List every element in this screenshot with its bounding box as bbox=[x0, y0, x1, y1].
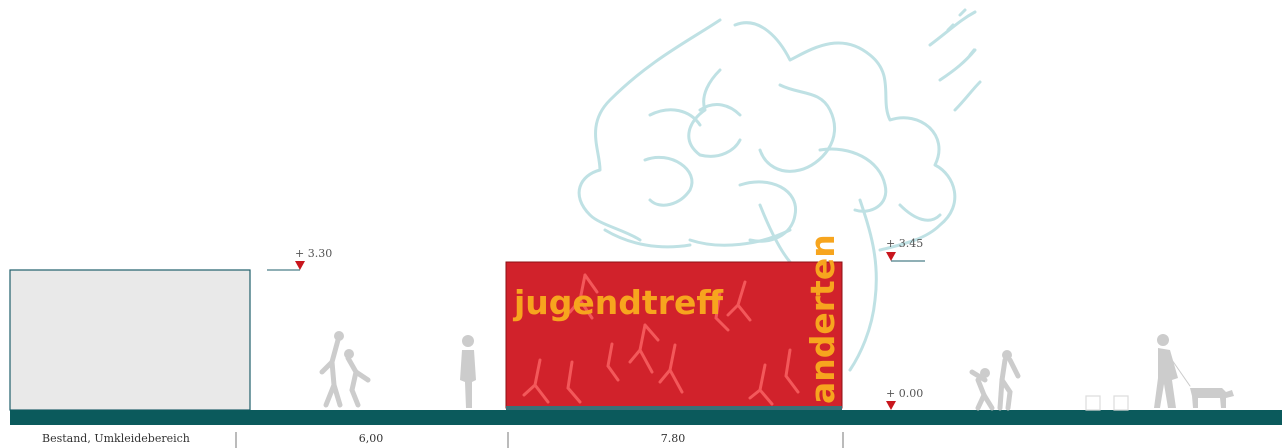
standing-person bbox=[460, 335, 476, 408]
new-building-base bbox=[506, 406, 842, 410]
new-building-facade bbox=[505, 261, 843, 409]
level-marker-new-roof: + 3.45 bbox=[886, 237, 925, 262]
level-triangle-icon bbox=[295, 261, 305, 270]
facade-vertical-text: anderten bbox=[803, 234, 842, 404]
level-marker-ground: + 0.00 bbox=[886, 387, 923, 410]
level-label-existing-roof: + 3.30 bbox=[295, 247, 332, 260]
ground-line bbox=[10, 410, 1282, 425]
level-label-ground: + 0.00 bbox=[886, 387, 923, 400]
level-label-new-roof: + 3.45 bbox=[886, 237, 923, 250]
tree-sketch bbox=[577, 8, 982, 372]
level-triangle-icon bbox=[886, 252, 896, 261]
existing-building bbox=[9, 269, 251, 411]
dimension-gap: 6,00 bbox=[359, 432, 384, 445]
facade-figure-pattern bbox=[522, 273, 800, 406]
dimension-row: Bestand, Umkleidebereich 6,00 7.80 bbox=[42, 432, 844, 448]
dimension-building-length: 7.80 bbox=[661, 432, 686, 445]
bench-outline bbox=[1085, 395, 1129, 411]
kids-figure-right bbox=[969, 357, 1021, 411]
person-walking-dog bbox=[1154, 334, 1234, 408]
people-silhouettes bbox=[319, 331, 1234, 411]
existing-building-label: Bestand, Umkleidebereich bbox=[42, 432, 190, 445]
level-marker-existing-roof: + 3.30 bbox=[267, 247, 332, 271]
facade-title: jugendtreff bbox=[512, 283, 724, 322]
level-triangle-icon bbox=[886, 401, 896, 410]
kids-figure-left bbox=[319, 337, 371, 408]
